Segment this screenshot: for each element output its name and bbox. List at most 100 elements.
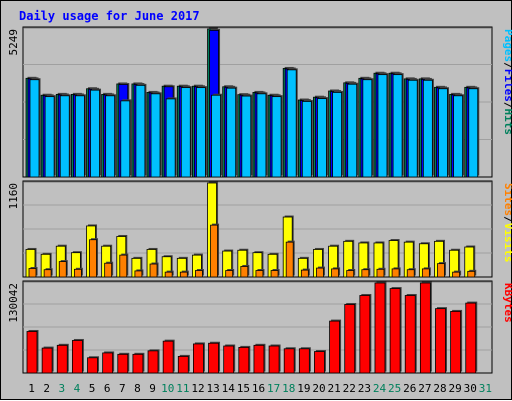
y-max-label: 5249 [7,29,20,56]
bar-kbytes-day-30 [465,302,477,374]
x-tick-label-29: 29 [449,382,462,395]
chart-title: Daily usage for June 2017 [19,9,200,23]
panel-visits-sites: 1160 Sites/Visits [7,180,512,278]
bar-kbytes-day-23 [359,295,371,374]
bar-pages-day-11 [180,87,191,178]
x-tick-label-3: 3 [59,382,66,395]
bar-pages-day-5 [90,89,100,178]
bar-sites-day-18 [285,241,294,278]
bar-kbytes-day-8 [132,353,144,374]
bar-pages-day-6 [105,95,116,178]
bar-sites-day-12 [195,270,203,278]
x-tick-label-4: 4 [74,382,81,395]
bar-pages-day-26 [407,79,418,178]
bar-sites-day-26 [406,269,415,278]
bar-sites-day-4 [73,268,82,278]
x-tick-label-2: 2 [43,382,50,395]
x-tick-label-12: 12 [191,382,204,395]
bar-kbytes-day-14 [223,345,235,374]
x-tick-label-23: 23 [358,382,371,395]
bar-pages-day-24 [377,74,388,178]
bar-kbytes-day-20 [314,351,325,374]
x-tick-label-13: 13 [206,382,219,395]
bar-sites-day-13 [210,224,218,278]
bar-sites-day-22 [346,270,355,278]
legend-entry-visits: Visits [502,223,512,263]
legend-separator: / [502,102,512,109]
bar-kbytes-day-6 [102,352,114,374]
bar-kbytes-day-28 [435,308,446,374]
bar-kbytes-day-3 [56,344,68,374]
bar-pages-day-7 [120,100,131,178]
x-tick-label-18: 18 [282,382,295,395]
legend-entry-sites: Sites [502,183,512,216]
bar-sites-day-9 [149,263,158,278]
x-tick-label-30: 30 [464,382,477,395]
bar-pages-day-21 [332,92,342,178]
x-tick-label-14: 14 [222,382,236,395]
x-tick-label-5: 5 [89,382,96,395]
x-tick-label-10: 10 [161,382,174,395]
legend: Pages/Files/Hits [502,29,512,135]
x-tick-label-31: 31 [479,382,492,395]
y-max-label: 130042 [7,283,20,323]
bar-kbytes-day-25 [389,288,401,374]
bar-kbytes-day-21 [329,320,340,374]
bar-pages-day-22 [347,83,358,178]
bar-kbytes-day-1 [26,331,38,374]
legend: Sites/Visits [502,183,512,263]
x-tick-label-16: 16 [252,382,265,395]
bar-pages-day-1 [29,79,40,178]
bar-sites-day-15 [240,266,249,278]
bar-kbytes-day-2 [41,347,53,374]
x-tick-label-27: 27 [418,382,431,395]
bar-kbytes-day-17 [268,345,280,374]
bar-sites-day-29 [452,271,461,278]
bar-pages-day-25 [392,74,403,178]
bar-pages-day-15 [241,95,252,178]
bar-sites-day-5 [89,239,97,278]
bar-kbytes-day-19 [298,348,310,374]
x-tick-label-9: 9 [149,382,156,395]
x-tick-label-17: 17 [267,382,280,395]
bar-pages-day-9 [150,93,161,178]
bar-sites-day-23 [361,269,370,278]
bar-pages-day-13 [211,94,221,178]
bar-pages-day-27 [422,79,433,178]
x-tick-label-1: 1 [28,382,35,395]
bar-sites-day-10 [164,271,173,278]
x-tick-label-19: 19 [297,382,310,395]
bar-sites-day-6 [104,262,113,278]
bar-pages-day-29 [453,95,464,178]
bar-sites-day-7 [119,254,128,278]
bar-kbytes-day-11 [177,355,189,374]
x-tick-label-7: 7 [119,382,126,395]
x-tick-label-21: 21 [328,382,341,395]
bar-kbytes-day-27 [419,282,431,374]
bar-pages-day-20 [317,98,327,178]
bar-sites-day-27 [421,268,430,278]
bar-sites-day-19 [300,269,309,278]
bar-sites-day-2 [43,269,52,278]
x-tick-label-8: 8 [134,382,141,395]
x-tick-label-24: 24 [373,382,387,395]
bar-pages-day-18 [286,69,297,178]
bar-pages-day-3 [59,95,70,178]
bar-sites-day-20 [316,267,324,278]
bar-kbytes-day-12 [193,343,204,374]
x-tick-label-11: 11 [176,382,189,395]
bar-pages-day-17 [271,96,282,178]
bar-kbytes-day-10 [162,340,174,374]
legend-separator: / [502,216,512,223]
bar-kbytes-day-13 [208,342,219,374]
bar-kbytes-day-15 [238,346,250,374]
bar-kbytes-day-7 [117,353,129,374]
bar-kbytes-day-24 [374,282,386,374]
bar-sites-day-30 [467,270,476,278]
x-tick-label-6: 6 [104,382,111,395]
x-tick-label-25: 25 [388,382,401,395]
x-tick-label-15: 15 [237,382,250,395]
bar-sites-day-1 [28,268,37,278]
bar-sites-day-17 [270,270,279,278]
